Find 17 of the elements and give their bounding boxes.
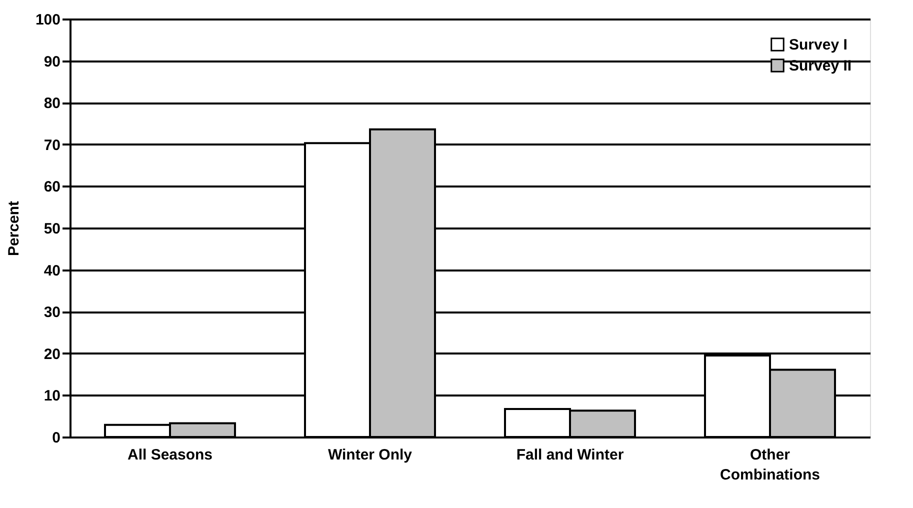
y-tick-label: 10 xyxy=(44,388,60,405)
y-tick-label: 80 xyxy=(44,95,60,112)
y-tick-label: 40 xyxy=(44,262,60,280)
x-tick-label: Winter Only xyxy=(328,446,413,464)
x-tick-label: All Seasons xyxy=(127,446,213,464)
y-tick-label: 70 xyxy=(44,136,60,154)
y-tick-label: 30 xyxy=(44,304,60,322)
legend-label: Survey I xyxy=(789,36,848,54)
x-tick-label: Other Combinations xyxy=(720,446,820,484)
y-tick-label: 90 xyxy=(44,53,60,70)
y-tick-label: 100 xyxy=(35,12,60,28)
x-tick-label: Fall and Winter xyxy=(516,446,624,464)
y-tick-label: 60 xyxy=(44,178,60,196)
y-tick-label: 20 xyxy=(44,346,60,363)
y-tick-label: 50 xyxy=(44,220,60,238)
y-axis-title: Percent xyxy=(5,200,22,256)
y-tick-label: 0 xyxy=(52,430,60,446)
